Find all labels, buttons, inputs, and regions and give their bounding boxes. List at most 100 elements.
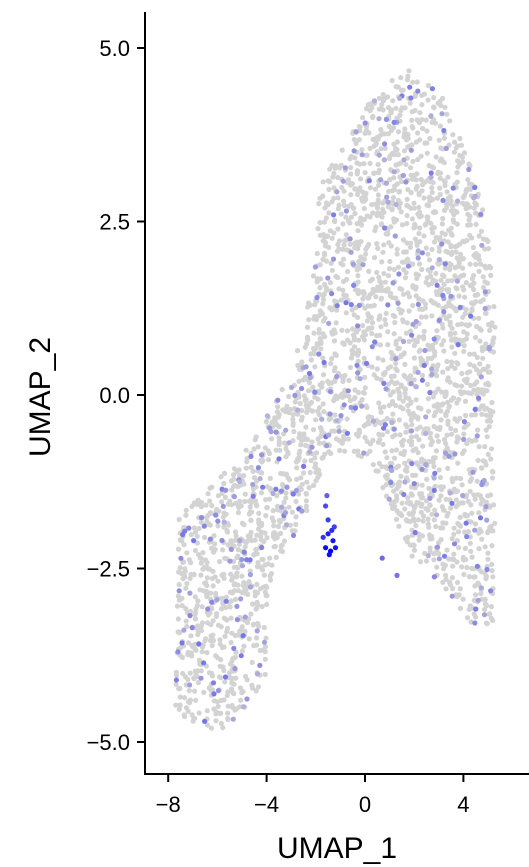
cell-point (347, 397, 353, 404)
cell-point (443, 413, 449, 419)
cell-point (455, 460, 461, 466)
cell-point (432, 470, 438, 476)
cell-point (347, 364, 353, 371)
cell-point (299, 508, 305, 514)
cell-point (406, 294, 412, 300)
cell-point (439, 221, 445, 227)
cell-point (346, 393, 352, 399)
cell-point (467, 361, 473, 367)
cell-point (481, 612, 488, 618)
cell-point (183, 512, 189, 518)
cell-point (456, 592, 462, 598)
cell-point (440, 579, 446, 585)
cell-point (441, 281, 447, 288)
cell-point (365, 415, 371, 421)
cell-point (330, 256, 337, 262)
cell-point (398, 473, 404, 479)
cell-point (372, 228, 378, 234)
cell-point (285, 475, 291, 481)
cell-point (429, 511, 435, 517)
cell-point (263, 513, 269, 519)
cell-point (408, 381, 414, 387)
cell-point (475, 597, 481, 603)
cell-point (233, 706, 239, 712)
cell-point (263, 419, 269, 425)
cell-point (469, 554, 475, 560)
cell-point (402, 390, 408, 396)
cell-point (385, 105, 392, 111)
cell-point (384, 476, 390, 482)
cell-point (235, 582, 241, 588)
cell-point (176, 686, 182, 692)
cell-point (347, 340, 353, 346)
cell-point (380, 357, 386, 363)
cell-point (337, 447, 343, 454)
cell-point (176, 569, 182, 575)
cell-point (415, 211, 421, 217)
cell-point (432, 507, 438, 513)
cell-point (454, 383, 460, 389)
cell-point (431, 574, 438, 580)
cell-point (250, 493, 256, 499)
cell-point (393, 356, 399, 362)
cell-point (252, 437, 258, 443)
cell-point (333, 320, 339, 326)
cell-point (348, 214, 354, 220)
cell-point (239, 648, 245, 654)
cell-point (420, 125, 426, 132)
y-axis-ticks: 5.02.50.0−2.5−5.0 (87, 36, 145, 755)
cell-point (233, 649, 239, 655)
cell-point (454, 559, 460, 565)
cell-point (424, 150, 430, 156)
cell-point (356, 302, 362, 308)
cell-point (407, 244, 413, 250)
cell-point (214, 597, 220, 603)
cell-point (429, 189, 435, 195)
cell-point (486, 382, 492, 388)
cell-point (205, 606, 211, 612)
cell-point (425, 396, 431, 402)
cell-point (429, 86, 435, 92)
cell-point (425, 251, 431, 257)
cell-point (222, 633, 228, 639)
cell-point (377, 278, 383, 284)
cell-point (470, 244, 476, 251)
cell-point (383, 310, 389, 316)
cell-point (265, 457, 272, 463)
cell-point (280, 482, 286, 488)
cell-point (441, 127, 447, 134)
cell-point (247, 533, 253, 539)
cell-point (461, 436, 467, 442)
cell-point (394, 508, 400, 514)
cell-point (198, 675, 204, 681)
cell-point (448, 556, 454, 562)
cell-point (343, 310, 349, 316)
cell-point (470, 281, 476, 288)
cell-point (191, 525, 197, 531)
cell-point (398, 75, 404, 81)
cell-point (317, 285, 323, 291)
cell-point (389, 420, 395, 426)
cell-point (382, 422, 388, 428)
cell-point (269, 515, 275, 521)
cell-point (237, 479, 243, 485)
cell-point (290, 491, 296, 497)
cell-point (487, 369, 493, 375)
cell-point (395, 129, 402, 135)
cell-point (488, 588, 494, 594)
cell-point (426, 163, 432, 169)
cell-point (465, 211, 471, 217)
cell-point (390, 195, 397, 201)
cell-point (330, 538, 336, 544)
cell-point (442, 104, 448, 110)
cell-point (483, 341, 489, 347)
cell-point (471, 363, 477, 369)
cell-point (431, 475, 437, 481)
cell-point (177, 702, 183, 708)
cell-point (339, 147, 345, 153)
cell-point (340, 433, 347, 440)
cell-point (329, 235, 335, 241)
cell-point (472, 184, 478, 191)
cell-point (248, 464, 254, 470)
cell-point (467, 261, 473, 267)
